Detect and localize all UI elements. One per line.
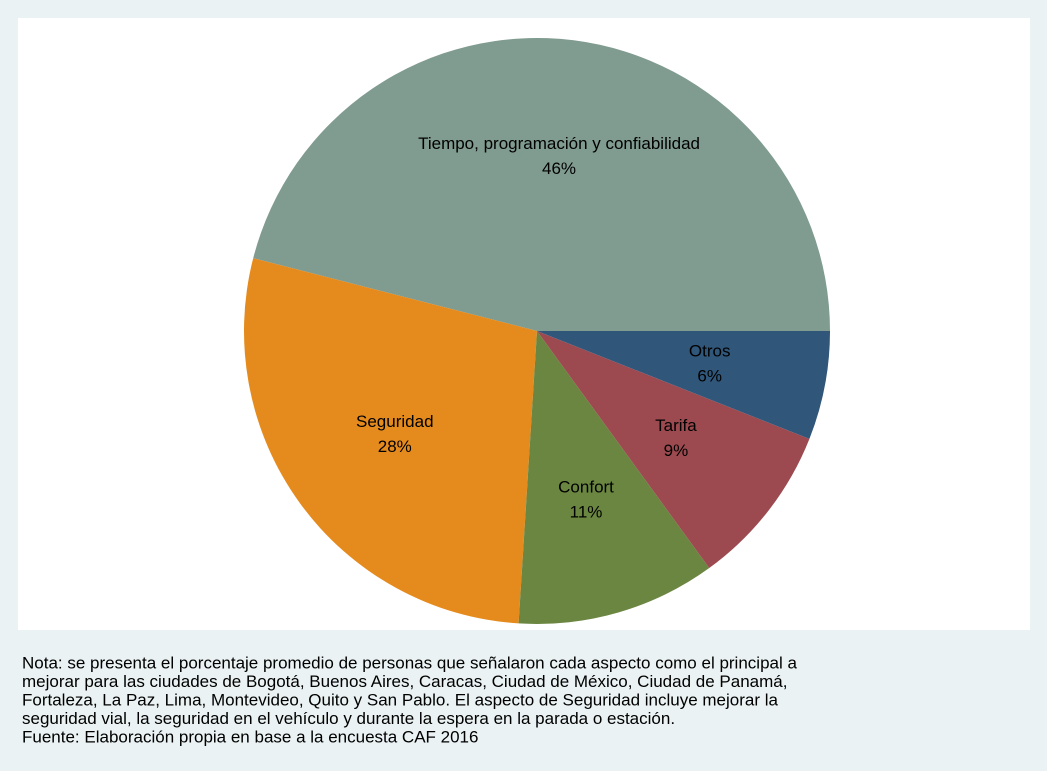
pie-slice — [537, 331, 831, 439]
slice-label: Otros — [689, 341, 731, 360]
note-line: Fuente: Elaboración propia en base a la … — [22, 727, 478, 746]
value-label: 46% — [542, 159, 576, 178]
pie-slice — [244, 258, 537, 624]
note-line: seguridad vial, la seguridad en el vehíc… — [22, 709, 675, 728]
note-line: Fortaleza, La Paz, Lima, Montevideo, Qui… — [22, 690, 779, 709]
note-line: Nota: se presenta el porcentaje promedio… — [22, 653, 797, 672]
pie-slice — [253, 38, 830, 332]
slice-label: Tarifa — [655, 416, 697, 435]
value-label: 6% — [697, 366, 722, 385]
pie-slice — [537, 331, 810, 569]
slice-label: Seguridad — [356, 412, 434, 431]
value-label: 9% — [664, 441, 689, 460]
value-label: 28% — [378, 437, 412, 456]
slice-label: Tiempo, programación y confiabilidad — [418, 134, 700, 153]
slice-label: Confort — [558, 477, 614, 496]
note-line: mejorar para las ciudades de Bogotá, Bue… — [22, 672, 787, 691]
value-label: 11% — [570, 502, 603, 521]
pie-slice — [518, 331, 710, 624]
